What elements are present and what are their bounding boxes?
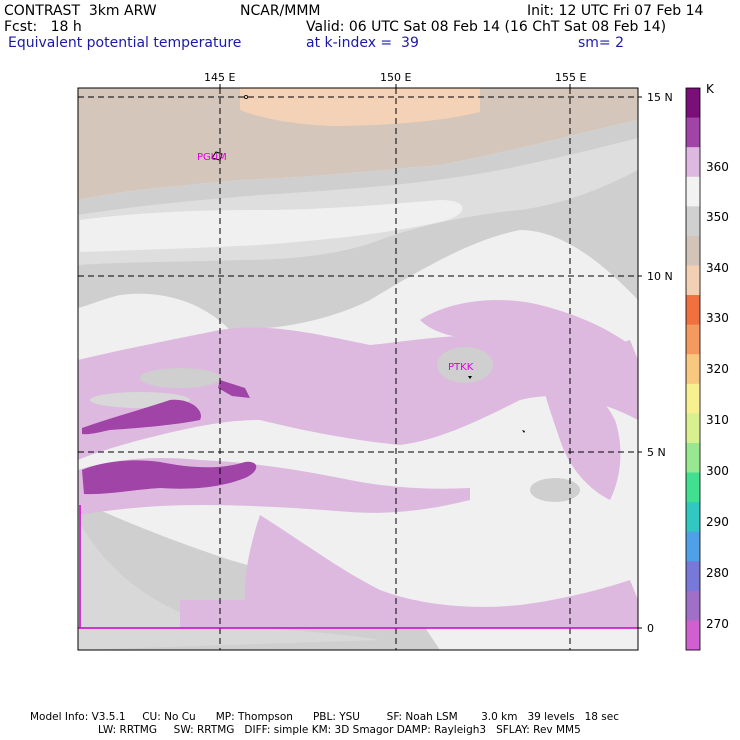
- lon-label-150: 150 E: [380, 71, 412, 84]
- colorbar-swatch: [686, 383, 700, 414]
- colorbar-label-330: 330: [706, 311, 729, 325]
- colorbar-label-350: 350: [706, 210, 729, 224]
- colorbar-swatch: [686, 265, 700, 296]
- colorbar-swatch: [686, 147, 700, 178]
- lat-label-5n: 5 N: [647, 446, 666, 459]
- model-info-line2: LW: RRTMG SW: RRTMG DIFF: simple KM: 3D …: [98, 724, 581, 736]
- colorbar-swatch: [686, 442, 700, 474]
- colorbar-label-280: 280: [706, 566, 729, 580]
- lon-label-155: 155 E: [555, 71, 587, 84]
- theta-e-region-362: [78, 327, 638, 460]
- colorbar-unit: K: [706, 82, 714, 96]
- colorbar-swatch: [686, 176, 700, 207]
- lat-label-eq: 0: [647, 622, 654, 635]
- theta-e-core-370-a: [82, 460, 257, 495]
- colorbar-label-300: 300: [706, 464, 729, 478]
- theta-e-region-362c: [244, 515, 638, 628]
- colorbar-swatch: [686, 531, 700, 562]
- colorbar-swatch: [686, 354, 700, 385]
- theta-e-patch-b: [140, 368, 220, 388]
- theta-e-core-370-c: [218, 380, 250, 398]
- map-frame: [77, 87, 639, 651]
- map-grid: [78, 88, 638, 650]
- forecast-hour: Fcst: 18 h: [4, 19, 82, 35]
- model-info-line1: Model Info: V3.5.1 CU: No Cu MP: Thompso…: [30, 711, 619, 723]
- colorbar-swatch: [686, 472, 700, 503]
- colorbar-label-360: 360: [706, 160, 729, 174]
- theta-e-region-362f: [180, 600, 320, 628]
- colorbar-swatch: [686, 561, 700, 592]
- colorbar-label-270: 270: [706, 617, 729, 631]
- colorbar-label-310: 310: [706, 413, 729, 427]
- valid-time: Valid: 06 UTC Sat 08 Feb 14 (16 ChT Sat …: [306, 19, 667, 35]
- colorbar-swatch: [686, 413, 700, 444]
- station-label-pgum: PGUM: [197, 152, 227, 163]
- theta-e-region-340: [78, 88, 638, 200]
- axis-ticks: [219, 84, 642, 629]
- theta-e-core-370-b: [82, 399, 201, 435]
- island-marker-east: [522, 430, 525, 433]
- colorbar-swatch: [686, 117, 700, 148]
- smoothing-info: sm= 2: [578, 35, 625, 51]
- colorbar-label-290: 290: [706, 515, 729, 529]
- init-time: Init: 12 UTC Fri 07 Feb 14: [527, 3, 704, 19]
- colorbar-swatch: [686, 235, 700, 266]
- lat-label-10n: 10 N: [647, 270, 673, 283]
- theta-e-region-358: [80, 200, 463, 252]
- colorbar-swatch: [686, 324, 700, 355]
- model-title: CONTRAST 3km ARW: [4, 3, 157, 19]
- lat-label-15n: 15 N: [647, 91, 673, 104]
- station-marker-pgum: [211, 151, 223, 161]
- colorbar-label-340: 340: [706, 261, 729, 275]
- center-title: NCAR/MMM: [240, 3, 321, 19]
- colorbar-swatch: [686, 502, 700, 533]
- colorbar-swatch: [686, 295, 700, 326]
- theta-e-region-362d: [420, 300, 630, 370]
- colorbar: [686, 88, 700, 651]
- island-marker-north: [243, 95, 248, 100]
- colorbar-frame: [685, 87, 701, 651]
- colorbar-label-320: 320: [706, 362, 729, 376]
- theta-e-patch-c: [530, 478, 580, 502]
- colorbar-swatch: [686, 206, 700, 237]
- colorbar-swatch: [686, 620, 700, 651]
- station-label-ptkk: PTKK: [448, 362, 474, 373]
- colorbar-swatch: [686, 88, 700, 119]
- lon-label-145: 145 E: [204, 71, 236, 84]
- station-marker-ptkk: [468, 376, 472, 379]
- field-name: Equivalent potential temperature: [8, 35, 242, 51]
- level-info: at k-index = 39: [306, 35, 419, 51]
- theta-e-patch-a: [437, 347, 493, 383]
- colorbar-swatch: [686, 590, 700, 621]
- theta-e-region-352b: [78, 520, 380, 650]
- theta-e-region-362e: [540, 360, 621, 500]
